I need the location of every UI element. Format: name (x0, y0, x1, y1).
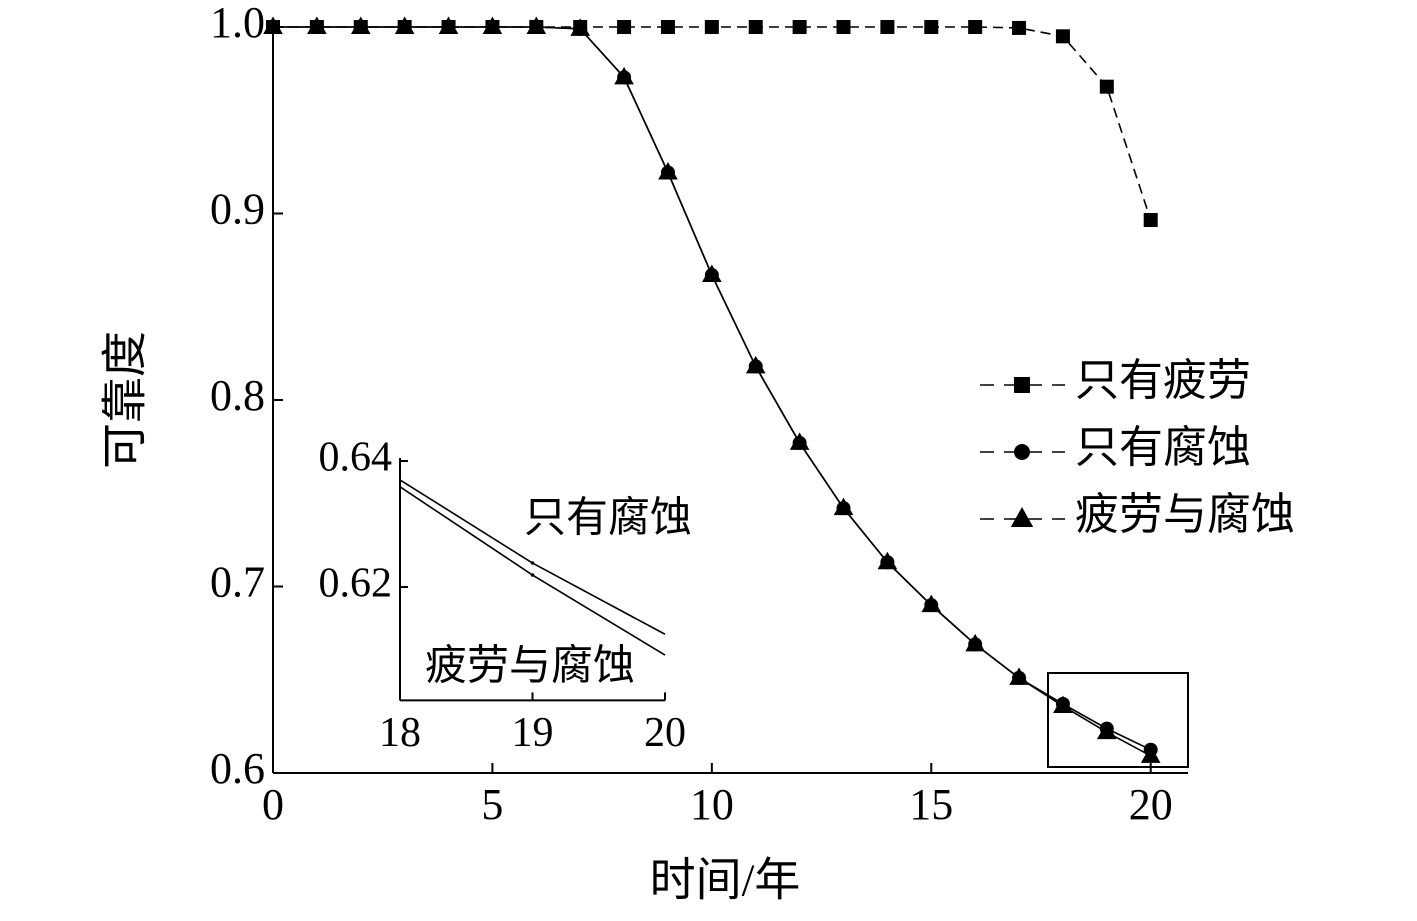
marker (1140, 745, 1161, 763)
marker (702, 264, 722, 283)
x-tick-label: 15 (909, 780, 953, 829)
marker (877, 551, 898, 570)
legend-marker (1014, 377, 1030, 393)
marker (1099, 79, 1114, 94)
marker (1012, 20, 1027, 35)
marker (745, 355, 766, 374)
marker (350, 16, 371, 34)
y-tick-label: 0.62 (319, 561, 393, 607)
y-tick-label: 0.8 (210, 371, 265, 420)
x-tick-label: 19 (512, 710, 554, 756)
x-tick-label: 5 (481, 780, 503, 829)
marker (530, 573, 535, 577)
marker (1009, 667, 1029, 685)
annotation: 只有腐蚀 (524, 495, 692, 542)
marker (614, 66, 634, 85)
y-axis-title: 可靠度 (100, 331, 151, 469)
marker (1055, 29, 1070, 44)
marker (658, 161, 678, 180)
legend-label: 只有疲劳 (1075, 356, 1251, 405)
legend-label: 疲劳与腐蚀 (1075, 490, 1295, 539)
marker (880, 20, 895, 34)
marker (526, 16, 547, 34)
marker (924, 20, 939, 34)
series-line (273, 26, 1152, 221)
marker (965, 633, 985, 652)
y-tick-label: 0.6 (210, 744, 265, 793)
marker (921, 594, 942, 613)
marker (482, 16, 503, 34)
annotation: 疲劳与腐蚀 (425, 643, 635, 690)
marker (617, 20, 632, 34)
x-axis-title: 时间/年 (650, 855, 801, 906)
marker (660, 20, 675, 34)
x-tick-label: 20 (644, 710, 686, 756)
marker (704, 20, 719, 34)
x-tick-label: 18 (379, 710, 421, 756)
legend-marker (1014, 444, 1030, 460)
marker (748, 20, 763, 34)
marker (1053, 695, 1073, 714)
legend-label: 只有腐蚀 (1075, 423, 1251, 472)
marker (307, 16, 327, 34)
marker (789, 432, 810, 450)
marker (833, 497, 854, 516)
marker (570, 18, 590, 36)
marker (438, 16, 459, 34)
y-tick-label: 0.9 (210, 185, 265, 234)
y-tick-label: 1.0 (210, 0, 265, 47)
x-tick-label: 0 (262, 780, 284, 829)
marker (968, 20, 983, 34)
marker (530, 561, 535, 565)
marker (836, 20, 851, 34)
x-tick-label: 20 (1129, 780, 1173, 829)
marker (1143, 213, 1158, 228)
x-tick-label: 10 (690, 780, 734, 829)
zoom-box (1047, 672, 1189, 768)
marker (394, 16, 415, 34)
marker (792, 20, 807, 34)
y-tick-label: 0.64 (319, 435, 393, 481)
legend-marker (1010, 507, 1034, 527)
marker (1097, 721, 1117, 740)
marker (263, 16, 283, 34)
y-tick-label: 0.7 (210, 558, 265, 607)
